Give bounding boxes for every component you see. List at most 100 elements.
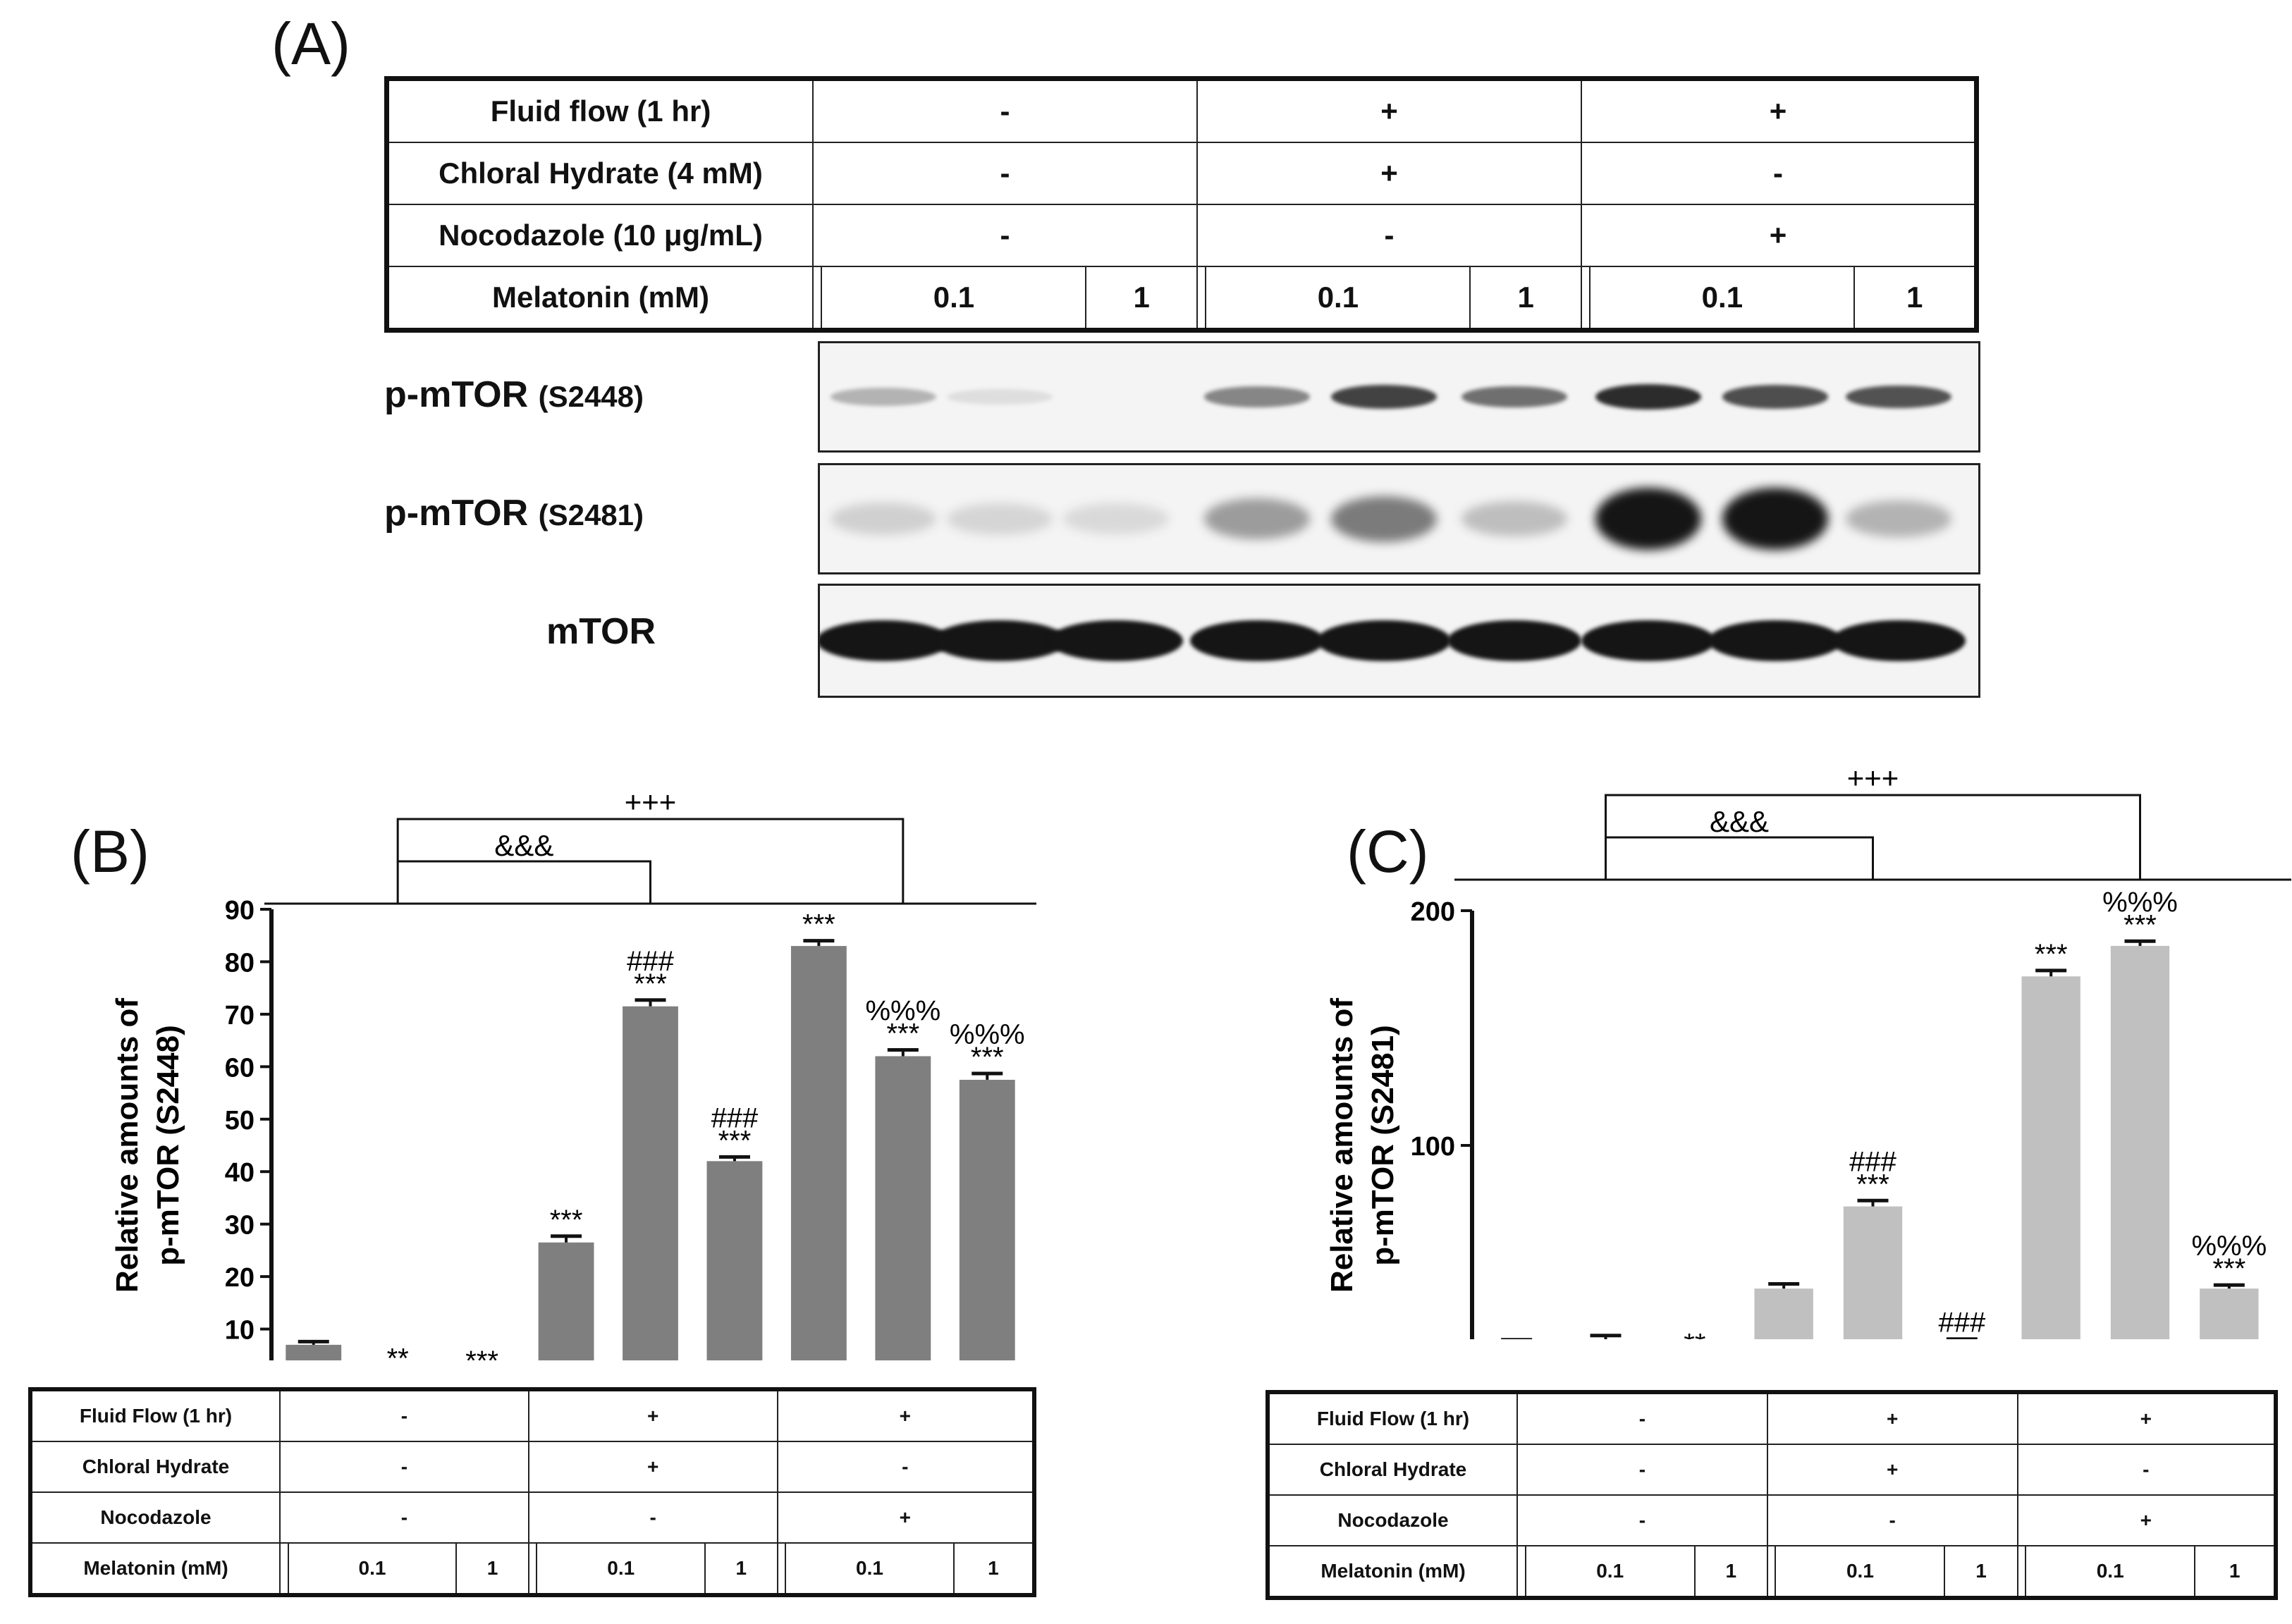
significance-label: *** xyxy=(2212,1253,2245,1284)
significance-label: *** xyxy=(1856,1169,1889,1200)
chart-c: 0100200Relative amounts ofp-mTOR (S2481)… xyxy=(1325,761,2291,1339)
bracket-label: +++ xyxy=(625,785,677,818)
row-label: Nocodazole xyxy=(1267,1494,1518,1546)
table-row: Chloral Hydrate - + - xyxy=(1267,1444,2276,1496)
row-label: Chloral Hydrate (4 mM) xyxy=(386,142,814,205)
bracket-label: &&& xyxy=(494,829,553,862)
group-cell: + xyxy=(776,1389,1036,1442)
y-tick-label: 60 xyxy=(225,1053,255,1083)
group-cell: + xyxy=(1196,142,1582,205)
blot-band xyxy=(1846,500,1951,538)
blot-name: p-mTOR xyxy=(384,374,529,415)
group-cell: - xyxy=(1516,1444,1768,1496)
panel-b-condition-table: Fluid Flow (1 hr) - + + Chloral Hydrate … xyxy=(28,1387,1036,1597)
group-cell: + xyxy=(1766,1391,2018,1445)
melatonin-cell: 0.1 xyxy=(2025,1545,2196,1599)
melatonin-cell xyxy=(279,1542,289,1596)
group-cell: - xyxy=(279,1389,529,1442)
table-row: Nocodazole (10 μg/mL) - - + xyxy=(386,204,1978,267)
bar xyxy=(1754,1288,1813,1339)
blot-name: mTOR xyxy=(546,611,656,652)
significance-label: ** xyxy=(1684,1329,1705,1339)
melatonin-cell: 0.1 xyxy=(1524,1545,1696,1599)
row-label: Melatonin (mM) xyxy=(386,266,814,331)
blot-band xyxy=(1846,385,1951,409)
group-cell: + xyxy=(1580,204,1978,267)
row-label: Melatonin (mM) xyxy=(1267,1545,1518,1599)
melatonin-cell xyxy=(1516,1545,1526,1599)
bar xyxy=(706,1161,763,1360)
significance-label: ### xyxy=(627,946,674,977)
significance-label: ### xyxy=(711,1102,759,1133)
row-label: Nocodazole (10 μg/mL) xyxy=(386,204,814,267)
bracket-line xyxy=(1605,836,1874,880)
melatonin-cell xyxy=(2016,1545,2027,1599)
group-cell: - xyxy=(279,1441,529,1493)
table-row: Melatonin (mM) 0.1 1 0.1 1 0.1 1 xyxy=(30,1542,1036,1596)
significance-label: *** xyxy=(802,909,835,940)
blot-band xyxy=(1049,620,1183,661)
group-cell: - xyxy=(527,1491,778,1544)
group-cell: + xyxy=(2016,1494,2276,1546)
y-tick-label: 200 xyxy=(1411,897,1455,927)
row-label: Melatonin (mM) xyxy=(30,1542,281,1596)
significance-label: %%% xyxy=(865,996,940,1027)
panel-c-condition-table: Fluid Flow (1 hr) - + + Chloral Hydrate … xyxy=(1265,1390,2278,1600)
melatonin-cell: 1 xyxy=(2194,1545,2276,1599)
table-row: Chloral Hydrate - + - xyxy=(30,1441,1036,1493)
significance-label: *** xyxy=(2124,909,2157,940)
group-cell: + xyxy=(527,1441,778,1493)
table-row: Melatonin (mM) 0.1 1 0.1 1 0.1 1 xyxy=(1267,1545,2276,1599)
melatonin-cell: 0.1 xyxy=(1589,266,1856,331)
melatonin-cell xyxy=(1196,266,1207,331)
bar xyxy=(875,1056,931,1360)
bracket-label: +++ xyxy=(1847,761,1899,794)
blot-image-p-mtor-s2481 xyxy=(818,463,1980,574)
panel-a-condition-table: Fluid flow (1 hr) - + + Chloral Hydrate … xyxy=(384,76,1979,333)
blot-site: (S2481) xyxy=(538,498,644,531)
y-axis-label: p-mTOR (S2481) xyxy=(1366,1025,1400,1266)
blot-label-p-mtor-s2481: p-mTOR (S2481) xyxy=(384,492,765,534)
panel-a-letter: (A) xyxy=(271,11,350,77)
blot-band xyxy=(1331,496,1437,542)
bar xyxy=(538,1242,594,1360)
y-tick-label: 10 xyxy=(225,1316,255,1346)
significance-label: ** xyxy=(387,1343,409,1360)
significance-label: *** xyxy=(634,968,667,999)
group-cell: - xyxy=(1196,204,1582,267)
blot-band xyxy=(1204,386,1310,407)
melatonin-cell: 0.1 xyxy=(1775,1545,1946,1599)
blot-band xyxy=(820,620,950,661)
table-row: Fluid flow (1 hr) - + + xyxy=(386,78,1978,143)
blot-band xyxy=(933,620,1067,661)
blot-name: p-mTOR xyxy=(384,493,529,534)
group-cell: - xyxy=(1580,142,1978,205)
blot-band xyxy=(1832,620,1966,661)
significance-label: *** xyxy=(465,1346,498,1360)
blot-band xyxy=(1204,498,1310,539)
y-tick-label: 50 xyxy=(225,1106,255,1136)
chart-b: 0102030405060708090Relative amounts ofp-… xyxy=(110,785,1036,1360)
blot-band xyxy=(1317,620,1451,661)
y-axis-label: p-mTOR (S2448) xyxy=(151,1025,185,1266)
bar xyxy=(2200,1288,2259,1339)
table-row: Nocodazole - - + xyxy=(1267,1494,2276,1546)
table-row: Melatonin (mM) 0.1 1 0.1 1 0.1 1 xyxy=(386,266,1978,331)
melatonin-cell: 1 xyxy=(455,1542,529,1596)
melatonin-cell: 1 xyxy=(1693,1545,1768,1599)
blot-band xyxy=(1063,503,1169,534)
blot-image-mtor xyxy=(818,584,1980,698)
blot-band xyxy=(947,503,1053,535)
group-cell: + xyxy=(1580,78,1978,143)
melatonin-cell: 1 xyxy=(1944,1545,2018,1599)
melatonin-cell: 0.1 xyxy=(287,1542,458,1596)
blot-band xyxy=(1708,620,1842,661)
blot-band xyxy=(1461,386,1567,408)
melatonin-cell: 1 xyxy=(704,1542,778,1596)
melatonin-cell: 0.1 xyxy=(1205,266,1471,331)
group-cell: + xyxy=(1196,78,1582,143)
table-row: Fluid Flow (1 hr) - + + xyxy=(30,1389,1036,1442)
group-cell: + xyxy=(1766,1444,2018,1496)
blot-band xyxy=(831,503,936,535)
y-tick-label: 100 xyxy=(1411,1132,1455,1162)
